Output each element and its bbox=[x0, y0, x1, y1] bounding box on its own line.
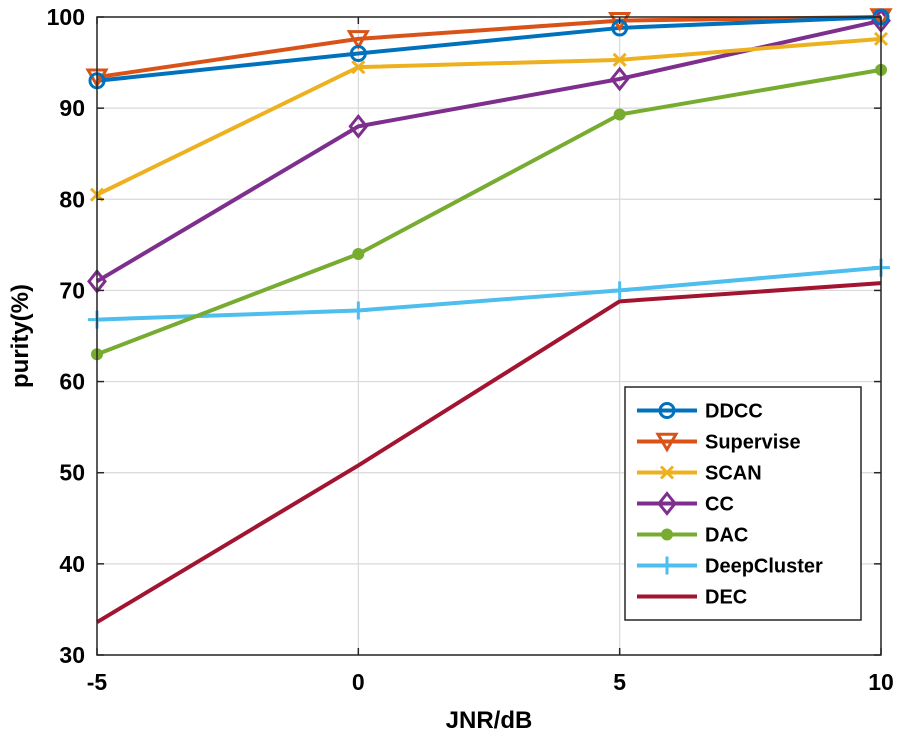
y-tick-label: 50 bbox=[59, 460, 85, 486]
legend-marker bbox=[655, 432, 679, 453]
legend-label: CC bbox=[705, 494, 734, 516]
legend-label: DeepCluster bbox=[705, 556, 823, 578]
legend-entry-ddcc: DDCC bbox=[637, 401, 763, 423]
series-line-ddcc bbox=[96, 15, 882, 83]
legend-marker bbox=[661, 528, 673, 541]
legend-label: DAC bbox=[705, 525, 748, 547]
x-axis-title: JNR/dB bbox=[446, 707, 533, 734]
series-markers-deepcluster bbox=[88, 258, 890, 329]
data-point-supervise bbox=[346, 30, 370, 50]
data-point-dac bbox=[613, 108, 626, 121]
legend-label: DEC bbox=[705, 587, 747, 609]
data-point-cc bbox=[348, 113, 369, 139]
legend-marker bbox=[658, 556, 676, 575]
y-tick-label: 70 bbox=[59, 277, 85, 303]
data-point-deepcluster bbox=[349, 301, 368, 320]
legend-label: Supervise bbox=[705, 432, 801, 454]
data-point-dac bbox=[352, 247, 365, 260]
data-point-ddcc bbox=[349, 44, 367, 62]
series-markers-cc bbox=[87, 8, 891, 294]
data-point-scan bbox=[351, 60, 366, 75]
legend-entry-dac: DAC bbox=[637, 525, 748, 547]
x-tick-label: 5 bbox=[613, 669, 626, 695]
legend-label: SCAN bbox=[705, 463, 762, 485]
series-lines bbox=[95, 15, 882, 624]
x-tick-label: -5 bbox=[87, 669, 108, 695]
y-axis-ticks: 30 40 50 60 70 80 90 100 bbox=[47, 4, 881, 668]
legend-entry-supervise: Supervise bbox=[637, 432, 801, 454]
y-tick-label: 60 bbox=[59, 369, 85, 395]
series-line-dec bbox=[95, 281, 882, 624]
y-axis-title: purity(%) bbox=[7, 284, 34, 388]
y-tick-label: 80 bbox=[59, 186, 85, 212]
x-tick-label: 10 bbox=[868, 669, 894, 695]
legend: DDCC Supervise SCAN CC DAC DeepCluster DEC bbox=[624, 386, 862, 621]
series-line-dac bbox=[96, 67, 882, 357]
y-tick-label: 90 bbox=[59, 95, 85, 121]
x-tick-label: 0 bbox=[352, 669, 365, 695]
legend-entry-dec: DEC bbox=[637, 587, 747, 609]
y-tick-label: 30 bbox=[59, 642, 85, 668]
plot-frame bbox=[96, 16, 882, 656]
series-line-supervise bbox=[96, 15, 882, 80]
data-point-cc bbox=[609, 66, 630, 92]
legend-label: DDCC bbox=[705, 401, 763, 423]
x-axis-ticks: -5 0 5 10 bbox=[87, 17, 894, 695]
series-line-scan bbox=[96, 36, 882, 197]
legend-marker bbox=[657, 491, 677, 516]
legend-marker bbox=[659, 465, 675, 480]
legend-marker bbox=[658, 402, 676, 419]
y-tick-label: 40 bbox=[59, 551, 85, 577]
y-tick-label: 100 bbox=[47, 4, 85, 30]
legend-entry-deepcluster: DeepCluster bbox=[637, 556, 823, 578]
series-line-deepcluster bbox=[96, 265, 882, 322]
data-point-scan bbox=[612, 52, 627, 67]
legend-entry-scan: SCAN bbox=[637, 463, 762, 485]
legend-entry-cc: CC bbox=[637, 491, 734, 516]
series-markers-scan bbox=[89, 31, 889, 202]
data-point-deepcluster bbox=[610, 281, 629, 300]
